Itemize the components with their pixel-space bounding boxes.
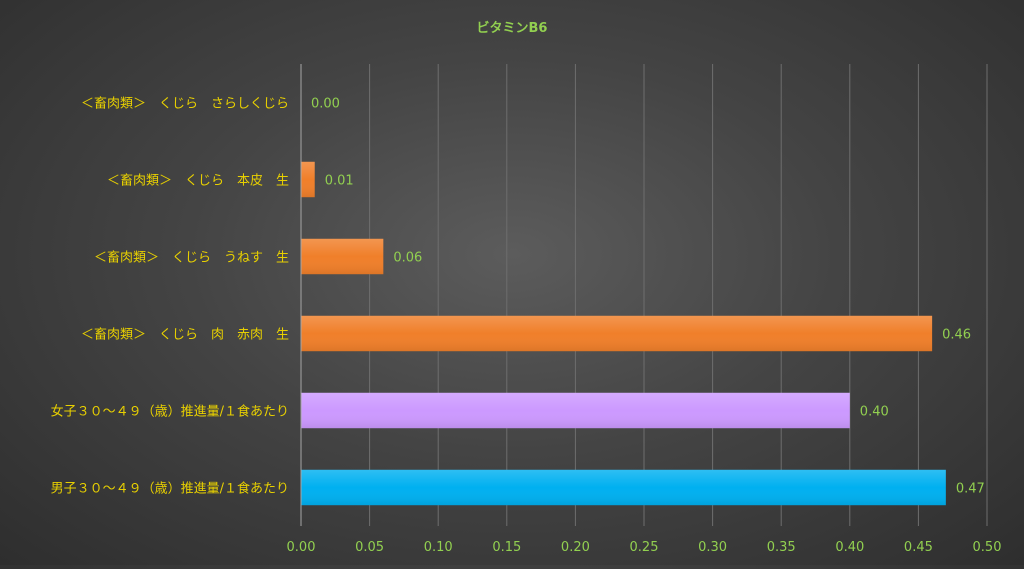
category-label: 女子３０～４９（歳）推進量/１食あたり <box>51 404 289 420</box>
data-label: 0.01 <box>325 174 354 189</box>
x-tick-label: 0.05 <box>355 540 384 555</box>
data-label: 0.47 <box>956 482 985 497</box>
category-label: 男子３０～４９（歳）推進量/１食あたり <box>51 481 289 497</box>
bar-sheen <box>301 392 850 429</box>
bars <box>301 161 946 506</box>
labels: 0.00 0.05 0.10 0.15 0.20 0.25 0.30 0.35 0.40 0.45… <box>51 96 1002 556</box>
x-tick-label: 0.35 <box>767 540 796 555</box>
bar-sheen <box>301 469 946 506</box>
data-label: 0.00 <box>311 97 340 112</box>
x-tick-label: 0.10 <box>424 540 453 555</box>
x-tick-label: 0.45 <box>904 540 933 555</box>
x-tick-label: 0.25 <box>630 540 659 555</box>
x-tick-label: 0.30 <box>698 540 727 555</box>
bar-sheen <box>301 161 315 198</box>
data-label: 0.46 <box>942 328 971 343</box>
bar-sheen <box>301 238 384 275</box>
x-tick-label: 0.20 <box>561 540 590 555</box>
gridlines <box>369 64 988 526</box>
category-label: ＜畜肉類＞ くじら さらしくじら <box>81 96 289 112</box>
x-tick-label: 0.15 <box>492 540 521 555</box>
data-label: 0.40 <box>860 405 889 420</box>
x-tick-label: 0.40 <box>835 540 864 555</box>
data-label: 0.06 <box>393 251 422 266</box>
x-tick-label: 0.50 <box>973 540 1002 555</box>
chart-title: ビタミンB6 <box>477 20 548 36</box>
category-label: ＜畜肉類＞ くじら 本皮 生 <box>107 173 289 189</box>
category-label: ＜畜肉類＞ くじら うねす 生 <box>94 250 289 266</box>
x-tick-label: 0.00 <box>287 540 316 555</box>
bar-sheen <box>301 315 933 352</box>
category-label: ＜畜肉類＞ くじら 肉 赤肉 生 <box>81 327 289 343</box>
